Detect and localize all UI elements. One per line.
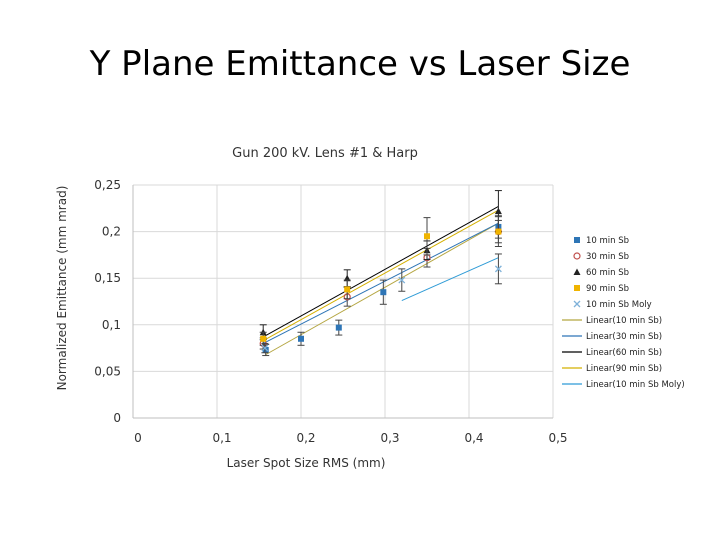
x-tick-label: 0,1	[212, 431, 231, 445]
point-10-min-sb-moly	[398, 276, 406, 284]
axes: 0 0,05 0,1 0,15 0,2 0,25 0 0,1 0,2 0,3 0,4 0,5	[94, 178, 567, 445]
point-10-min-sb	[262, 346, 269, 353]
point-10-min-sb-moly	[494, 265, 502, 273]
y-axis-label: Normalized Emittance (mm mrad)	[55, 186, 69, 391]
y-tick-label: 0,1	[102, 318, 121, 332]
chart-title: Gun 200 kV. Lens #1 & Harp	[232, 146, 418, 161]
point-10-min-sb	[574, 237, 580, 243]
point-90-min-sb	[344, 286, 351, 293]
grid	[133, 184, 554, 418]
x-tick-label: 0,5	[548, 431, 567, 445]
y-tick-label: 0,15	[94, 271, 121, 285]
point-10-min-sb	[335, 324, 342, 331]
legend-label: 10 min Sb Moly	[586, 300, 652, 310]
data-points	[259, 190, 502, 357]
x-tick-label: 0,4	[464, 431, 483, 445]
x-tick-label: 0,3	[380, 431, 399, 445]
point-moly-stroke	[573, 300, 581, 308]
y-tick-label: 0,2	[102, 225, 121, 239]
legend-label: 60 min Sb	[586, 268, 629, 278]
point-60-min-sb	[573, 268, 581, 275]
legend-label: Linear(10 min Sb)	[586, 316, 662, 326]
trendline	[262, 222, 499, 344]
slide-title: Y Plane Emittance vs Laser Size	[89, 44, 631, 84]
point-10-min-sb	[380, 289, 387, 296]
point-90-min-sb	[574, 285, 580, 291]
x-tick-label: 0	[134, 431, 142, 445]
legend-label: 10 min Sb	[586, 236, 629, 246]
point-90-min-sb	[424, 233, 430, 240]
point-10-min-sb-moly	[573, 300, 581, 308]
trendline	[262, 205, 499, 338]
point-90-min-sb	[260, 335, 267, 342]
point-moly-stroke	[398, 276, 406, 284]
legend-label: 90 min Sb	[586, 284, 629, 294]
legend: 10 min Sb 30 min Sb 60 min Sb 90 min Sb 10 m…	[562, 236, 685, 390]
point-moly-stroke	[494, 265, 502, 273]
legend-label: Linear(10 min Sb Moly)	[586, 380, 685, 390]
point-moly-stroke	[261, 344, 269, 352]
x-tick-label: 0,2	[296, 431, 315, 445]
legend-label: Linear(30 min Sb)	[586, 332, 662, 342]
point-60-min-sb	[494, 207, 502, 215]
y-tick-label: 0,05	[94, 364, 121, 378]
trendline	[401, 257, 499, 302]
legend-label: Linear(60 min Sb)	[586, 348, 662, 358]
legend-label: Linear(90 min Sb)	[586, 364, 662, 374]
trendlines	[262, 205, 499, 356]
point-90-min-sb	[495, 228, 502, 235]
y-tick-label: 0	[113, 411, 121, 425]
x-axis-label: Laser Spot Size RMS (mm)	[227, 456, 386, 470]
y-tick-label: 0,25	[94, 178, 121, 192]
point-10-min-sb-moly	[261, 344, 269, 352]
point-10-min-sb	[298, 335, 304, 342]
trendline	[262, 209, 499, 342]
point-30-min-sb	[573, 252, 581, 260]
legend-label: 30 min Sb	[586, 252, 629, 262]
